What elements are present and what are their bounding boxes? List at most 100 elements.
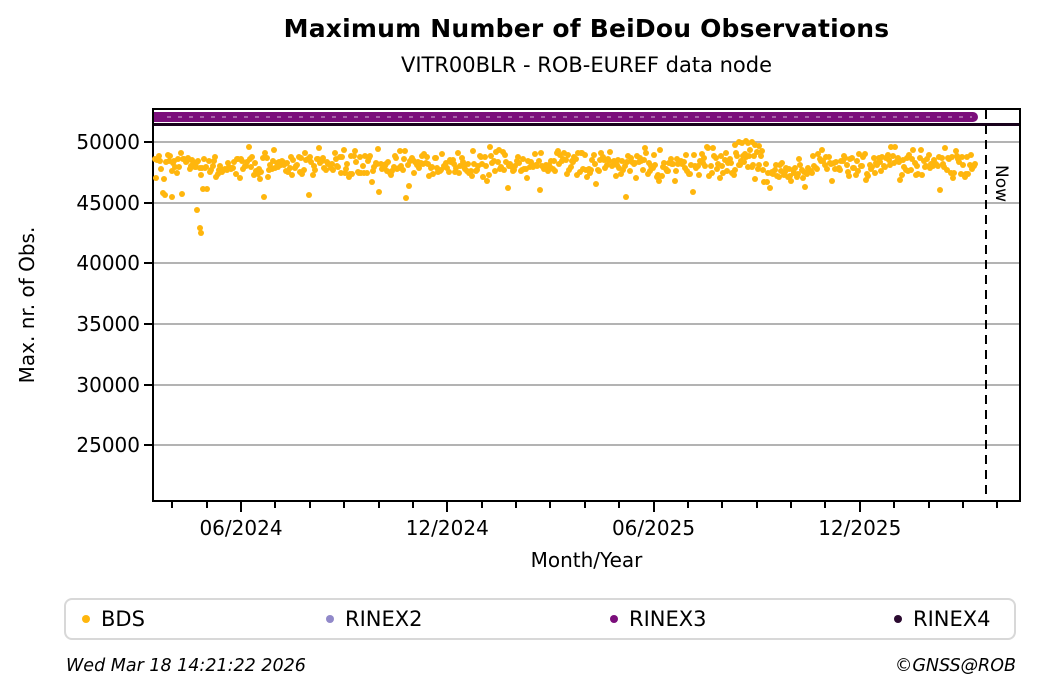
bds-point (803, 170, 810, 177)
bds-point (770, 170, 777, 177)
bds-point (906, 151, 913, 158)
x-tick-major (858, 502, 861, 512)
bds-point (712, 154, 719, 161)
bds-point (205, 158, 212, 165)
bds-point (167, 152, 174, 159)
bds-point (212, 153, 219, 160)
x-tick-minor (961, 502, 964, 508)
bds-point (563, 170, 570, 177)
bds-point (379, 165, 385, 172)
rinex3-line (154, 111, 978, 122)
bds-point (387, 171, 394, 178)
bds-point (271, 146, 278, 153)
bds-point (821, 161, 828, 168)
bds-point (259, 155, 266, 162)
bds-point (314, 156, 321, 163)
bds-point (732, 141, 739, 148)
bds-point (839, 158, 846, 165)
bds-point (210, 158, 217, 165)
x-tick-minor (996, 502, 999, 508)
bds-point (286, 164, 293, 171)
bds-point (534, 162, 541, 169)
bds-point (597, 157, 604, 164)
bds-point (531, 151, 538, 158)
bds-point (796, 155, 803, 162)
bds-point (609, 161, 616, 168)
bds-point (352, 147, 359, 154)
bds-point (953, 153, 960, 160)
bds-point (554, 147, 561, 154)
bds-point (482, 163, 489, 170)
bds-point (702, 162, 709, 169)
bds-point (971, 160, 978, 167)
gridline-y-40000 (154, 262, 1019, 265)
bds-point (345, 174, 352, 181)
bds-point (244, 159, 251, 166)
bds-point (755, 143, 762, 150)
bds-point (833, 159, 840, 166)
bds-point (680, 159, 687, 166)
bds-point (298, 154, 305, 161)
bds-point (920, 157, 927, 164)
bds-point (923, 162, 930, 169)
bds-point (350, 153, 357, 160)
bds-point (896, 158, 903, 165)
bds-point (878, 167, 885, 174)
bds-point (622, 193, 629, 200)
bds-point (706, 173, 713, 180)
bds-point (942, 145, 949, 152)
bds-point (688, 161, 695, 168)
bds-point (429, 164, 436, 171)
bds-point (423, 154, 430, 161)
x-tick-minor (686, 502, 689, 508)
bds-point (178, 190, 185, 197)
bds-point (593, 180, 600, 187)
y-tick-45000 (144, 201, 152, 204)
x-tick-minor (583, 502, 586, 508)
bds-point (450, 161, 457, 168)
bds-point (171, 158, 178, 164)
bds-point (763, 179, 770, 186)
bds-point (874, 161, 881, 168)
bds-point (797, 162, 804, 168)
bds-point (961, 174, 968, 181)
bds-point (617, 171, 624, 178)
bds-point (349, 170, 356, 177)
bds-point (158, 166, 165, 173)
bds-point (168, 168, 175, 175)
bds-point (445, 168, 452, 175)
bds-point (217, 163, 224, 170)
bds-point (747, 147, 754, 154)
x-tick-minor (755, 502, 758, 508)
bds-point (909, 156, 915, 163)
bds-point (385, 159, 392, 166)
bds-point (524, 175, 531, 182)
bds-point (362, 152, 369, 159)
bds-point (820, 157, 827, 164)
bds-point (289, 172, 296, 179)
bds-point (930, 157, 937, 164)
bds-point (264, 173, 271, 180)
x-tick-minor (377, 502, 380, 508)
bds-point (643, 150, 650, 157)
bds-point (746, 153, 753, 160)
bds-point (829, 178, 836, 185)
bds-point (511, 167, 518, 174)
bds-point (257, 175, 264, 182)
bds-point (642, 145, 649, 152)
bds-point (766, 185, 773, 192)
line-texture (160, 115, 972, 118)
bds-point (724, 168, 731, 175)
bds-point (708, 170, 715, 177)
bds-point (654, 172, 661, 179)
y-tick-25000 (144, 444, 152, 447)
bds-point (598, 149, 605, 156)
bds-point (557, 151, 564, 158)
bds-point (584, 173, 591, 180)
bds-point (251, 159, 258, 166)
bds-point (652, 162, 659, 169)
bds-point (443, 160, 450, 167)
bds-point (716, 174, 723, 181)
bds-point (667, 155, 674, 162)
